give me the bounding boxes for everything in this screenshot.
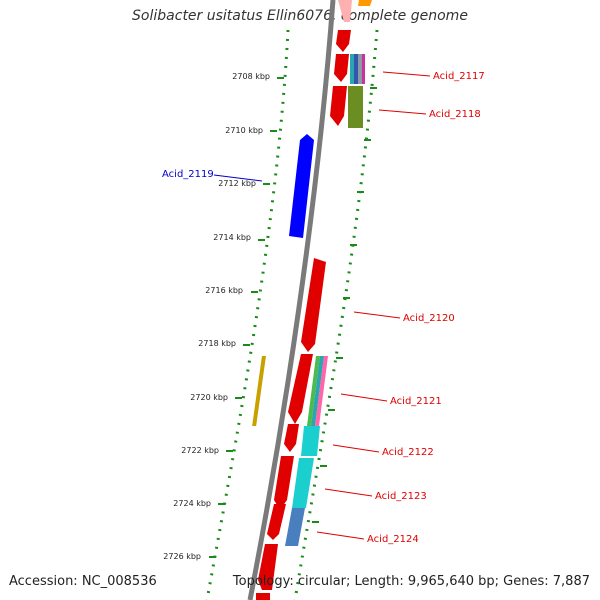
gene-feature [284,424,299,452]
kbp-label: 2708 kbp [232,72,270,81]
kbp-label: 2722 kbp [181,446,219,455]
gene-label-acid-2119[interactable]: Acid_2119 [162,169,214,180]
kbp-label: 2714 kbp [213,233,251,242]
domain-feature [252,356,266,426]
tick-marks [209,77,284,558]
domain-feature [301,426,320,456]
gene-feature [258,544,278,590]
gene-label-acid-2117[interactable]: Acid_2117 [433,71,485,82]
domain-feature [348,86,363,128]
gene-feature [288,354,313,424]
genome-backbone [247,0,336,600]
gene-feature [336,30,351,52]
map-title: Solibacter usitatus Ellin6076, complete … [132,8,468,24]
kbp-label: 2720 kbp [190,393,228,402]
gene-feature [330,86,347,126]
outer-tick-marks [312,87,377,523]
gene-label-acid-2122[interactable]: Acid_2122 [382,447,434,458]
gene-feature [358,0,372,6]
domain-feature [285,508,305,546]
leader-lines [213,71,431,540]
outer-dotted-ring [293,29,379,600]
domain-feature [311,356,324,426]
gene-feature [334,54,349,82]
gene-feature [267,504,286,540]
gene-label-acid-2120[interactable]: Acid_2120 [403,313,455,324]
kbp-label: 2710 kbp [225,126,263,135]
domain-feature [292,458,314,508]
domain-feature [358,54,362,84]
kbp-label: 2716 kbp [205,286,243,295]
gene-label-acid-2121[interactable]: Acid_2121 [390,396,442,407]
gene-label-acid-2124[interactable]: Acid_2124 [367,534,419,545]
domain-feature [350,54,354,84]
kbp-label: 2712 kbp [218,179,256,188]
domain-feature [315,356,328,426]
gene-features [252,0,372,600]
gene-feature [256,593,270,600]
gene-label-acid-2123[interactable]: Acid_2123 [375,491,427,502]
domain-feature [307,356,320,426]
domain-feature [362,54,365,84]
accession-text: Accession: NC_008536 [9,574,157,589]
gene-feature [274,456,294,510]
domain-feature [354,54,358,84]
gene-feature-blue [289,134,314,238]
kbp-label: 2724 kbp [173,499,211,508]
gene-feature [338,0,352,22]
gene-label-acid-2118[interactable]: Acid_2118 [429,109,481,120]
gene-feature [301,258,326,352]
topology-text: Topology: circular; Length: 9,965,640 bp… [232,574,590,589]
kbp-label: 2726 kbp [163,552,201,561]
kbp-label: 2718 kbp [198,339,236,348]
